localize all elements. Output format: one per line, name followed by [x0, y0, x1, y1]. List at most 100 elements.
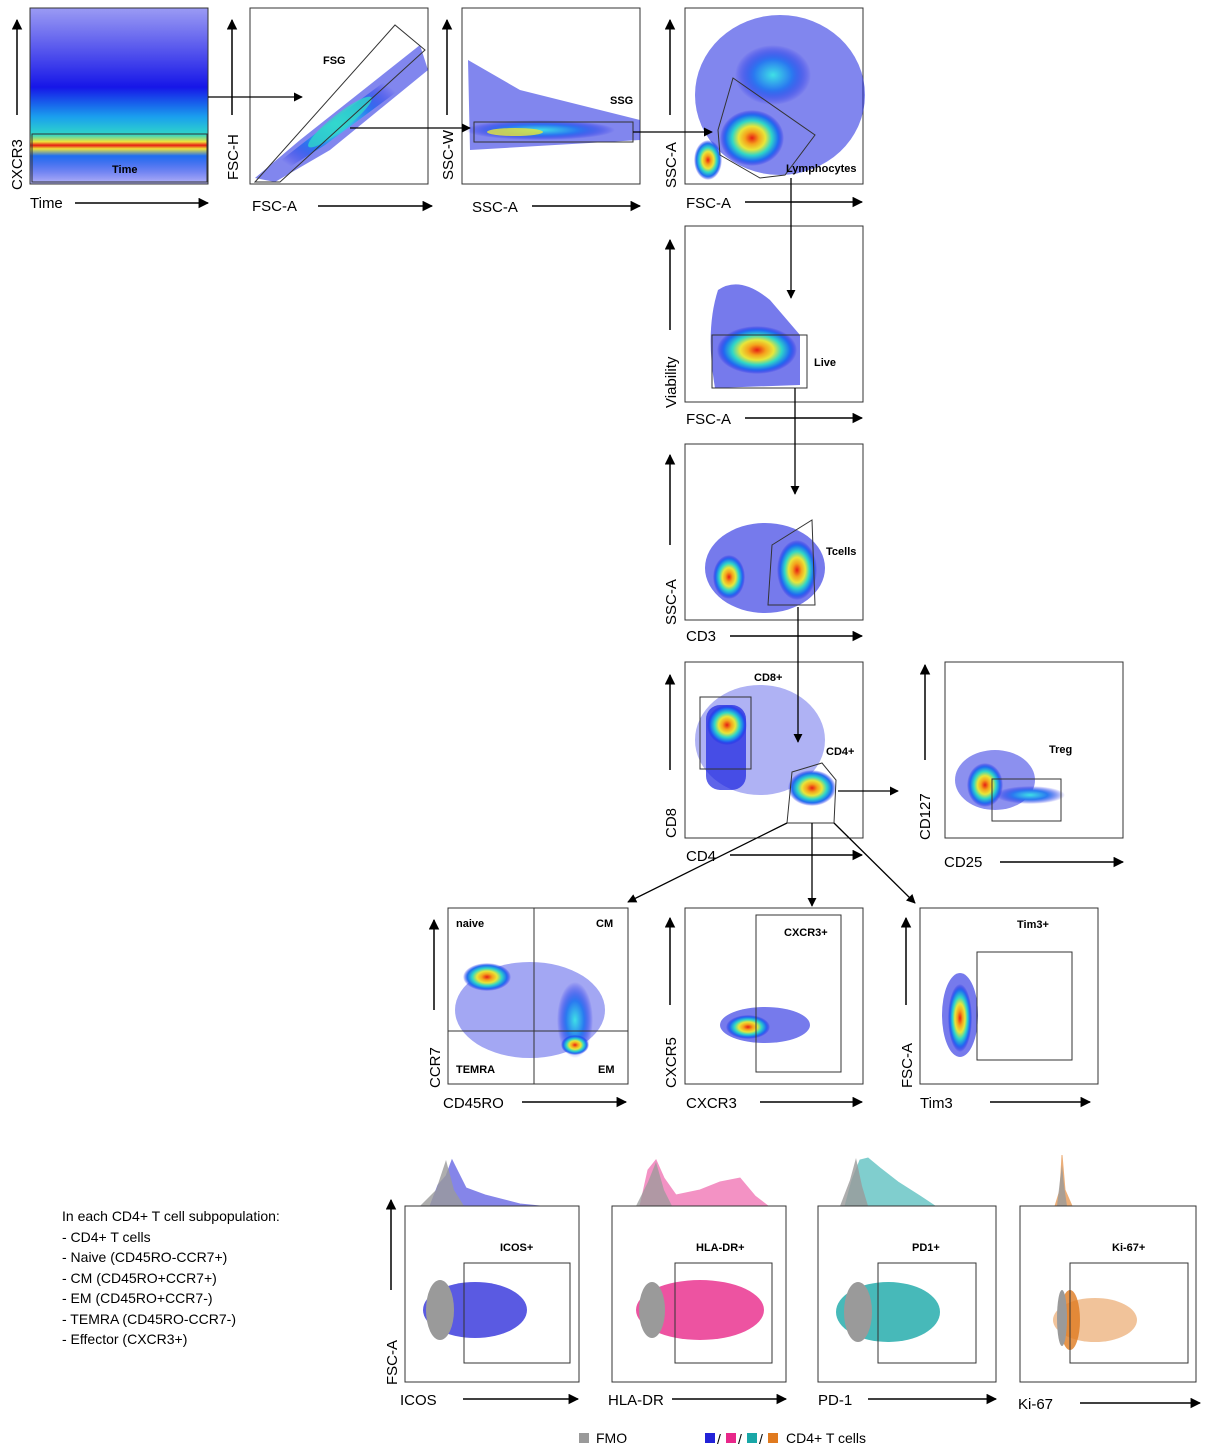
plot-frame — [1019, 1205, 1197, 1383]
y-axis-label: FSC-A — [899, 1043, 916, 1088]
population-cd3neg — [713, 555, 745, 599]
gate-label: ICOS+ — [500, 1242, 533, 1254]
plot-ki67: Ki-67+ Ki-67 — [1018, 1154, 1202, 1413]
y-axis-label: CD127 — [917, 793, 934, 840]
gate-label: Tim3+ — [1017, 919, 1049, 931]
subpopulation-note: In each CD4+ T cell subpopulation: - CD4… — [62, 1206, 280, 1350]
gating-arrows — [208, 92, 916, 907]
gate-label: Ki-67+ — [1112, 1242, 1145, 1254]
gate-polygon — [767, 519, 816, 606]
x-axis-label: Time — [30, 195, 63, 212]
legend-swatch-pd1 — [747, 1433, 757, 1443]
population-core — [717, 326, 797, 374]
population-core — [465, 120, 615, 140]
gate-label-em: EM — [598, 1064, 615, 1076]
gate-box-cd8 — [699, 696, 752, 770]
y-axis-label: SSC-W — [440, 129, 457, 180]
gate-label: Time — [112, 164, 137, 176]
note-item: - CD4+ T cells — [62, 1228, 151, 1245]
gate-label: Lymphocytes — [786, 163, 857, 175]
gate-polygon — [253, 24, 426, 183]
x-axis-label: Ki-67 — [1018, 1396, 1053, 1413]
histogram-fmo — [1057, 1165, 1067, 1206]
gate-box — [976, 951, 1073, 1061]
plot-ssc-singlets: SSG SSC-W SSC-A — [440, 7, 642, 216]
population-treg — [995, 786, 1065, 804]
population-fmo — [1057, 1290, 1067, 1346]
gate-box — [463, 1262, 571, 1364]
gate-label: Treg — [1049, 744, 1072, 756]
x-axis-label: FSC-A — [252, 198, 297, 215]
population-monocytes — [735, 45, 811, 105]
legend-swatch-ki67 — [768, 1433, 778, 1443]
plot-cxcr3: CXCR3+ CXCR5 CXCR3 — [663, 907, 864, 1112]
note-item: - Effector (CXCR3+) — [62, 1331, 188, 1347]
gate-polygon — [717, 77, 816, 179]
legend-swatch-fmo — [579, 1433, 589, 1443]
gate-box — [877, 1262, 977, 1364]
legend-separator: / — [717, 1431, 721, 1447]
note-item: - Naive (CD45RO-CCR7+) — [62, 1249, 228, 1265]
gate-box — [1069, 1262, 1189, 1364]
population-core — [308, 96, 372, 148]
histogram-fmo — [636, 1162, 672, 1206]
gate-box — [711, 334, 808, 389]
plot-lymphocytes: Lymphocytes SSC-A FSC-A — [663, 7, 865, 212]
population-naive — [463, 963, 511, 991]
legend: FMO / / / CD4+ T cells — [579, 1430, 866, 1447]
legend-swatch-hladr — [726, 1433, 736, 1443]
population-core — [726, 1015, 770, 1039]
gate-label: PD1+ — [912, 1242, 940, 1254]
gate-label-cd4: CD4+ — [826, 746, 854, 758]
gate-box — [991, 778, 1062, 822]
gate-label: CXCR3+ — [784, 927, 828, 939]
legend-swatch-icos — [705, 1433, 715, 1443]
plot-frame — [684, 907, 864, 1085]
legend-separator: / — [738, 1431, 742, 1447]
x-axis-label: CD4 — [686, 848, 716, 865]
population-fmo — [844, 1282, 872, 1342]
y-axis-label: SSC-A — [663, 579, 680, 625]
gate-box — [755, 914, 842, 1073]
arrow-cd4-to-memory — [627, 822, 788, 903]
population-cd8-core — [707, 705, 747, 745]
y-axis-label: SSC-A — [663, 142, 680, 188]
x-axis-label: CXCR3 — [686, 1095, 737, 1112]
x-axis-label: PD-1 — [818, 1392, 852, 1409]
population-cd4 — [636, 1280, 764, 1340]
y-axis-label: CCR7 — [427, 1047, 444, 1088]
y-axis-label: FSC-A — [384, 1340, 401, 1385]
plot-time: Time CXCR3 Time — [9, 7, 210, 212]
gate-label-cm: CM — [596, 918, 613, 930]
legend-separator: / — [759, 1431, 763, 1447]
x-axis-label: CD45RO — [443, 1095, 504, 1112]
arrow-cd4-to-tim3 — [833, 822, 916, 904]
plot-frame — [29, 7, 209, 185]
population-peak — [487, 128, 543, 136]
plot-memory-subsets: naive CM TEMRA EM CCR7 CD45RO — [427, 907, 629, 1112]
gate-label: FSG — [323, 55, 346, 67]
histogram-cd4 — [818, 1157, 937, 1207]
note-title: In each CD4+ T cell subpopulation: — [62, 1208, 280, 1224]
population-core — [967, 763, 1003, 807]
note-item: - EM (CD45RO+CCR7-) — [62, 1290, 213, 1306]
plot-live: Live Viability FSC-A — [663, 225, 864, 428]
y-axis-label: FSC-H — [225, 134, 242, 180]
plot-hladr: HLA-DR+ HLA-DR — [608, 1159, 788, 1409]
x-axis-label: ICOS — [400, 1392, 437, 1409]
population-debris — [694, 140, 722, 180]
y-axis-label: CXCR3 — [9, 139, 26, 190]
population-cd3pos — [777, 540, 817, 600]
gate-label-cd8: CD8+ — [754, 672, 782, 684]
gate-polygon-cd4 — [786, 762, 837, 824]
plot-frame — [944, 661, 1124, 839]
x-axis-label: HLA-DR — [608, 1392, 664, 1409]
plot-icos: ICOS+ FSC-A ICOS — [384, 1158, 580, 1409]
gate-label-naive: naive — [456, 918, 484, 930]
population-lymphocytes — [720, 110, 784, 166]
gate-label: Tcells — [826, 546, 856, 558]
y-axis-label: Viability — [663, 356, 680, 408]
gate-box — [31, 133, 208, 183]
population-core — [948, 984, 972, 1052]
